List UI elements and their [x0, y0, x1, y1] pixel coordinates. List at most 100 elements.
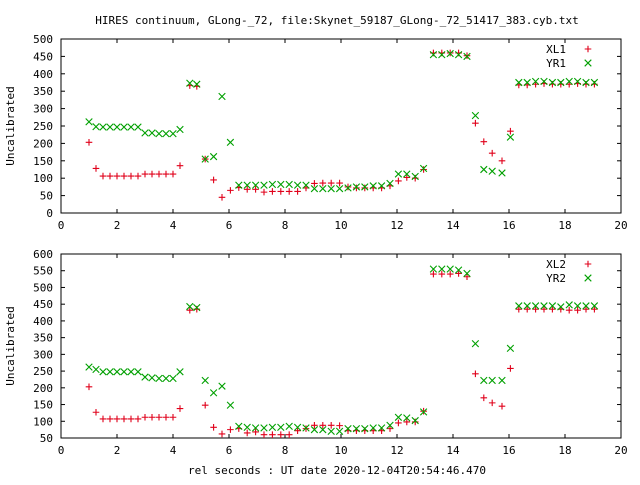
x-tick-label: 10	[334, 219, 347, 232]
x-tick-label: 6	[226, 219, 233, 232]
data-point-yr1	[394, 170, 403, 178]
data-point-xl1	[85, 139, 93, 146]
data-point-yr2	[531, 302, 540, 310]
data-point-xl2	[498, 402, 506, 410]
data-point-yr1	[335, 184, 344, 193]
data-point-xl1	[218, 194, 226, 201]
legend-label: YR1	[546, 57, 566, 70]
data-point-yr1	[99, 123, 107, 131]
data-point-xl1	[395, 177, 402, 185]
x-tick-label: 16	[502, 444, 515, 457]
data-point-yr1	[327, 184, 335, 193]
legend-marker-xl1	[584, 45, 592, 53]
data-point-yr2	[302, 424, 310, 432]
data-point-yr2	[335, 427, 344, 435]
data-point-yr1	[548, 78, 557, 87]
y-tick-label: 250	[33, 120, 53, 133]
data-point-xl2	[472, 370, 479, 378]
data-point-xl2	[243, 429, 251, 437]
data-point-yr1	[590, 78, 599, 87]
data-point-xl1	[311, 180, 318, 187]
data-point-xl2	[113, 415, 121, 423]
data-point-yr1	[319, 184, 327, 193]
data-point-xl1	[162, 170, 170, 178]
data-point-yr2	[148, 374, 156, 382]
data-point-xl1	[169, 170, 177, 178]
data-point-yr1	[209, 152, 218, 161]
data-point-yr2	[319, 425, 327, 434]
data-point-yr2	[218, 382, 226, 390]
data-point-yr2	[277, 423, 285, 431]
data-point-xl2	[386, 425, 394, 432]
data-point-yr1	[369, 182, 377, 190]
data-point-yr1	[235, 181, 243, 189]
data-point-xl1	[488, 149, 496, 157]
data-point-yr1	[523, 78, 531, 87]
data-point-yr2	[573, 302, 582, 310]
data-point-yr2	[176, 368, 184, 376]
y-tick-label: 450	[33, 50, 53, 63]
data-point-yr2	[438, 265, 446, 273]
data-point-yr2	[557, 303, 565, 311]
data-point-yr1	[193, 80, 201, 88]
x-tick-label: 14	[446, 444, 460, 457]
data-point-yr2	[260, 424, 268, 432]
x-tick-label: 20	[614, 219, 627, 232]
panel-bottom: 0 2 4 6 8 10 12 14 16 18 20 50 100 150 200 250 300 350 400…	[4, 248, 628, 457]
data-point-yr2	[515, 302, 523, 310]
data-point-yr2	[85, 363, 93, 371]
y-tick-label: 300	[33, 348, 53, 361]
data-point-yr2	[201, 376, 209, 385]
data-point-xl2	[201, 401, 209, 409]
x-tick-label: 18	[558, 444, 571, 457]
data-point-yr1	[106, 123, 114, 131]
data-point-xl2	[507, 365, 514, 372]
data-point-yr2	[134, 368, 142, 376]
data-point-xl2	[540, 305, 548, 313]
data-point-xl2	[430, 270, 437, 278]
y-tick-label: 500	[33, 281, 53, 294]
data-point-yr1	[201, 155, 209, 163]
data-point-yr1	[302, 181, 310, 189]
data-point-xl2	[134, 415, 142, 423]
data-point-yr1	[218, 92, 226, 101]
data-point-xl1	[148, 170, 156, 178]
data-point-xl1	[420, 166, 427, 173]
data-point-yr2	[243, 423, 251, 431]
data-point-xl1	[285, 188, 293, 195]
data-point-xl1	[260, 188, 268, 196]
data-point-yr2	[169, 374, 177, 383]
data-point-xl1	[176, 162, 184, 169]
data-point-xl2	[120, 415, 128, 423]
y-axis-label: Uncalibrated	[4, 306, 17, 385]
data-point-yr2	[506, 344, 515, 353]
plot-frame	[60, 253, 622, 439]
data-point-xl2	[260, 431, 268, 438]
data-point-yr1	[411, 172, 419, 181]
x-tick-label: 6	[226, 444, 233, 457]
data-point-xl1	[294, 188, 301, 195]
data-point-yr1	[557, 78, 565, 87]
data-point-xl2	[480, 394, 488, 402]
data-point-yr1	[293, 181, 302, 189]
data-point-yr1	[344, 184, 352, 192]
legend-label: XL1	[546, 43, 566, 56]
data-point-yr2	[377, 424, 386, 432]
data-point-yr1	[352, 183, 361, 191]
data-point-xl1	[353, 184, 360, 192]
legend-label: XL2	[546, 258, 566, 271]
data-point-yr2	[540, 302, 548, 310]
x-tick-label: 8	[282, 444, 289, 457]
data-point-xl1	[113, 172, 121, 180]
data-point-yr1	[243, 181, 251, 189]
data-point-xl1	[269, 188, 276, 195]
y-tick-label: 200	[33, 382, 53, 395]
data-point-yr2	[268, 423, 277, 431]
legend-marker-yr2	[584, 274, 592, 282]
data-point-yr1	[480, 165, 488, 174]
y-tick-label: 550	[33, 265, 53, 278]
x-tick-label: 4	[170, 219, 177, 232]
data-point-xl1	[327, 179, 335, 187]
x-tick-label: 14	[446, 219, 460, 232]
